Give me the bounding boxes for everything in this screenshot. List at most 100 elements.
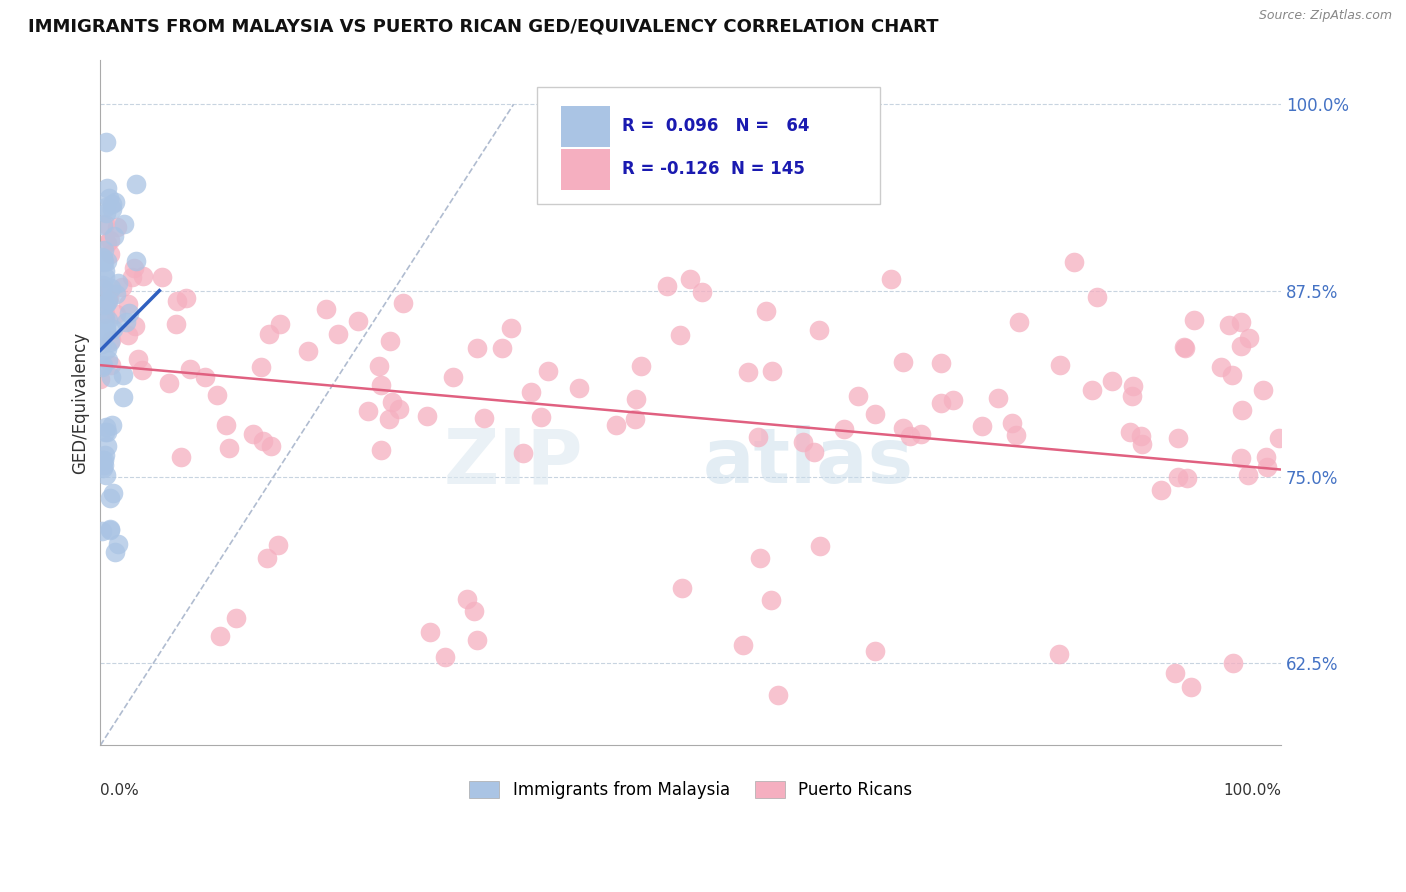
Point (832, 422, 855, 436)
Point (125, 178, 148, 192)
Point (93, 243, 115, 257)
Point (1130, 437, 1153, 451)
Point (987, 391, 1010, 405)
Point (929, 395, 952, 409)
Point (103, 229, 125, 244)
Point (266, 538, 288, 552)
Point (91, 278, 114, 293)
Point (419, 624, 441, 639)
Point (1119, 425, 1142, 439)
Point (737, 365, 759, 379)
Point (93, 253, 115, 268)
Point (90, 336, 112, 351)
Point (179, 362, 201, 376)
Point (1222, 368, 1244, 383)
FancyBboxPatch shape (561, 150, 610, 190)
Point (803, 445, 825, 459)
Point (731, 638, 754, 652)
Point (865, 408, 887, 422)
Point (96, 324, 118, 338)
Point (1163, 665, 1185, 680)
Point (1256, 459, 1278, 474)
Point (433, 650, 456, 665)
Point (96, 135, 118, 149)
Point (568, 381, 591, 395)
Point (1047, 647, 1070, 661)
Point (90, 524, 112, 539)
Point (1175, 471, 1198, 485)
Point (252, 434, 274, 448)
Point (100, 370, 122, 384)
Point (165, 317, 187, 331)
Point (1232, 403, 1254, 417)
Point (125, 253, 148, 268)
Legend: Immigrants from Malaysia, Puerto Ricans: Immigrants from Malaysia, Puerto Ricans (463, 774, 918, 805)
Point (94, 468, 117, 483)
Point (1001, 416, 1024, 430)
Point (101, 418, 124, 433)
Point (111, 368, 134, 383)
Point (159, 376, 181, 390)
Point (328, 326, 350, 341)
Point (346, 314, 368, 328)
Point (1180, 681, 1202, 695)
Point (90, 453, 112, 467)
Point (472, 411, 495, 425)
Point (98, 522, 121, 536)
Point (761, 364, 783, 378)
Point (1121, 389, 1143, 403)
Point (100, 333, 122, 347)
Point (112, 391, 135, 405)
Point (1007, 315, 1029, 329)
Point (357, 404, 380, 418)
Point (269, 317, 291, 331)
Point (103, 544, 125, 558)
Text: R =  0.096   N =   64: R = 0.096 N = 64 (623, 117, 810, 135)
Point (370, 442, 392, 457)
Point (668, 328, 690, 343)
Point (537, 364, 560, 378)
Point (250, 359, 273, 374)
Point (98, 233, 121, 247)
Point (91, 281, 114, 295)
Point (467, 632, 489, 647)
Point (491, 341, 513, 355)
Point (392, 296, 415, 310)
Point (1049, 358, 1071, 372)
Point (416, 409, 439, 424)
Y-axis label: GED/Equivalency: GED/Equivalency (72, 332, 89, 474)
Point (678, 272, 700, 286)
Point (94, 217, 117, 231)
Point (630, 359, 652, 373)
Point (124, 319, 146, 334)
Point (1230, 315, 1253, 329)
Text: IMMIGRANTS FROM MALAYSIA VS PUERTO RICAN GED/EQUIVALENCY CORRELATION CHART: IMMIGRANTS FROM MALAYSIA VS PUERTO RICAN… (28, 18, 939, 36)
Point (863, 644, 886, 658)
Point (96, 420, 118, 434)
Point (131, 268, 153, 283)
Point (846, 389, 869, 403)
Point (93, 453, 115, 467)
Point (1209, 360, 1232, 375)
Point (121, 269, 143, 284)
Point (97, 292, 120, 306)
Point (1122, 379, 1144, 393)
Point (879, 272, 901, 286)
FancyBboxPatch shape (537, 87, 880, 203)
Point (98, 191, 121, 205)
Point (378, 412, 401, 426)
Point (910, 426, 932, 441)
Point (93, 307, 115, 321)
Point (1254, 450, 1277, 464)
Point (891, 420, 914, 434)
Point (131, 363, 153, 377)
Point (456, 591, 478, 606)
Point (93, 298, 115, 312)
Point (792, 434, 814, 449)
Point (388, 401, 411, 416)
Point (93, 461, 115, 475)
Point (209, 629, 232, 643)
Point (370, 378, 392, 392)
Point (747, 429, 769, 443)
Point (970, 419, 993, 434)
